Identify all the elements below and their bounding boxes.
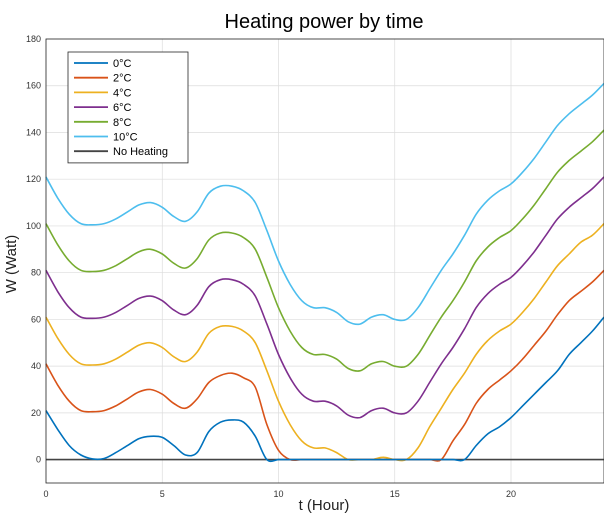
- legend-label: 8°C: [113, 117, 132, 129]
- y-tick-label: 160: [26, 81, 41, 91]
- y-tick-label: 20: [31, 408, 41, 418]
- x-tick-label: 15: [390, 489, 400, 499]
- y-tick-label: 80: [31, 268, 41, 278]
- y-tick-label: 100: [26, 221, 41, 231]
- x-tick-label: 5: [160, 489, 165, 499]
- ticks: 0 5 10 15 20 0 20 40 60 80 100 120 140 160 180: [26, 34, 516, 499]
- y-tick-label: 120: [26, 174, 41, 184]
- series-line: [45, 176, 604, 419]
- legend-label: No Heating: [113, 146, 168, 158]
- series-line: [45, 129, 604, 372]
- series-line: [45, 316, 604, 463]
- x-tick-label: 20: [506, 489, 516, 499]
- series-line: [45, 82, 604, 326]
- legend-label: 10°C: [113, 132, 138, 144]
- x-axis-label: t (Hour): [299, 497, 350, 514]
- y-tick-label: 60: [31, 314, 41, 324]
- series-line: [45, 223, 604, 462]
- legend: 0°C 2°C 4°C 6°C 8°C 10°C No Heating: [67, 51, 189, 164]
- series-layer: [45, 82, 604, 463]
- series-line: [45, 269, 604, 462]
- y-tick-label: 0: [36, 455, 41, 465]
- y-tick-label: 40: [31, 361, 41, 371]
- y-axis-label: W (Watt): [3, 235, 20, 294]
- chart-title: Heating power by time: [225, 11, 424, 33]
- x-tick-label: 10: [273, 489, 283, 499]
- y-tick-label: 140: [26, 127, 41, 137]
- x-tick-label: 0: [43, 489, 48, 499]
- legend-label: 2°C: [113, 73, 132, 85]
- plot-frame: [45, 38, 604, 484]
- y-tick-label: 180: [26, 34, 41, 44]
- legend-label: 0°C: [113, 58, 132, 70]
- legend-label: 4°C: [113, 87, 132, 99]
- legend-label: 6°C: [113, 102, 132, 114]
